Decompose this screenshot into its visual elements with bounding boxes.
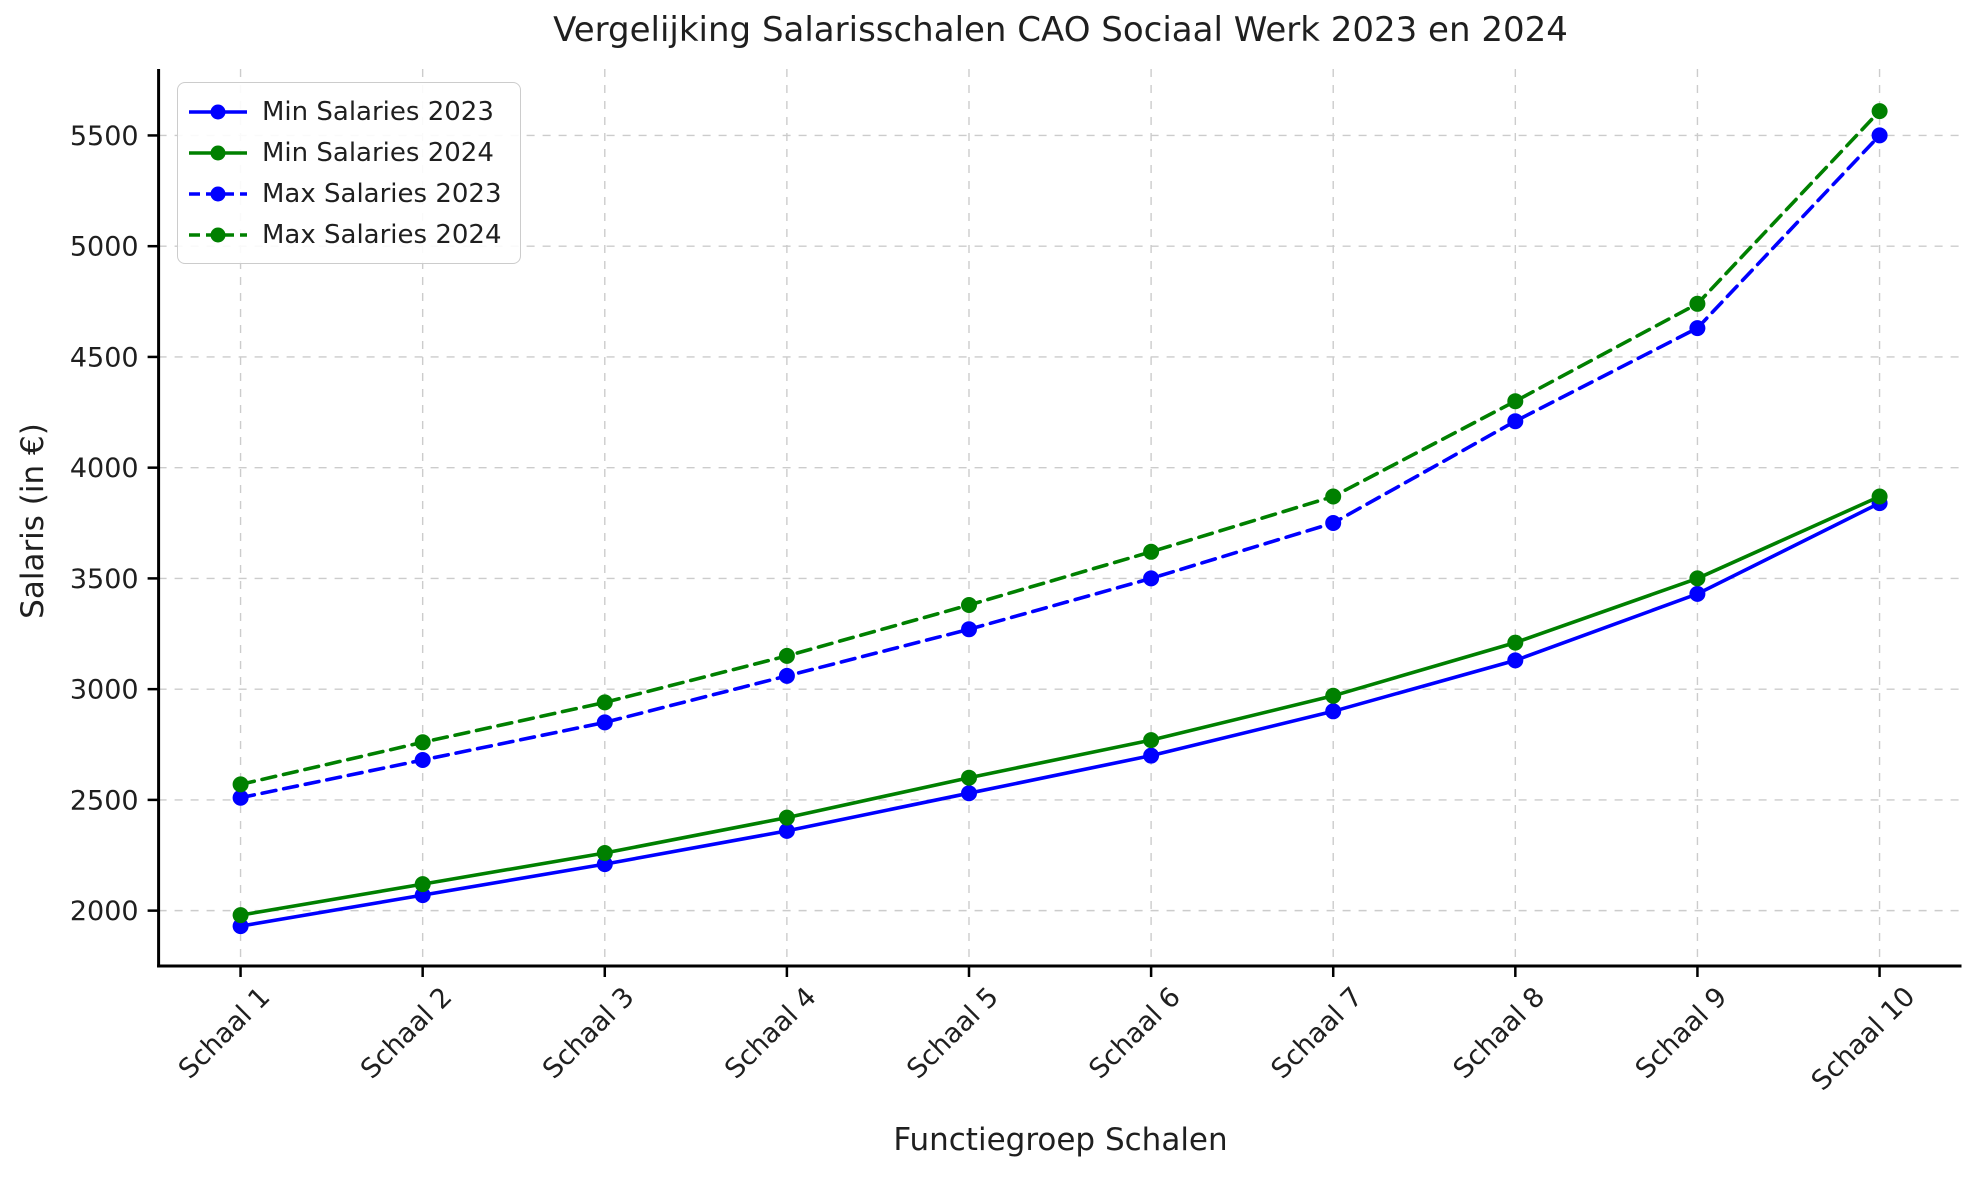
data-point-max-salaries-2024 (1507, 393, 1524, 410)
data-point-max-salaries-2023 (1507, 413, 1524, 430)
x-tick-label: Schaal 2 (355, 982, 459, 1086)
x-tick-label: Schaal 1 (173, 982, 277, 1086)
series-min-salaries-2024 (232, 488, 1888, 924)
data-point-max-salaries-2024 (1143, 543, 1160, 560)
x-tick-label: Schaal 4 (719, 982, 823, 1086)
y-tick-label: 5000 (70, 232, 139, 263)
series-min-salaries-2023 (232, 495, 1888, 935)
x-tick-label: Schaal 6 (1083, 982, 1187, 1086)
data-point-max-salaries-2024 (961, 597, 977, 613)
gridlines (158, 69, 1962, 966)
legend-item-min-salaries-2024: Min Salaries 2024 (186, 132, 502, 173)
data-point-min-salaries-2023 (1507, 652, 1524, 669)
legend-line-sample (189, 186, 247, 201)
data-point-max-salaries-2024 (414, 734, 431, 751)
data-point-min-salaries-2024 (1507, 634, 1524, 651)
legend-item-max-salaries-2023: Max Salaries 2023 (186, 173, 502, 214)
data-point-max-salaries-2023 (961, 621, 977, 638)
data-point-max-salaries-2023 (1143, 570, 1160, 587)
data-point-min-salaries-2024 (1871, 488, 1888, 505)
data-point-max-salaries-2024 (1325, 488, 1342, 505)
data-point-min-salaries-2024 (596, 845, 613, 861)
x-tick-label: Schaal 8 (1448, 982, 1552, 1086)
series-line-min-salaries-2023 (238, 501, 1882, 928)
data-point-min-salaries-2023 (1325, 703, 1342, 720)
x-tick-label: Schaal 5 (901, 982, 1005, 1086)
legend-marker-icon (210, 186, 226, 201)
x-tick-label: Schaal 7 (1265, 982, 1369, 1086)
legend-line-sample (189, 104, 247, 119)
data-point-max-salaries-2024 (1689, 295, 1706, 312)
y-tick-label: 3000 (70, 675, 139, 706)
y-tick-label: 4000 (70, 453, 139, 484)
data-point-min-salaries-2024 (232, 907, 249, 924)
series-line-max-salaries-2023 (238, 133, 1882, 800)
series-line-max-salaries-2024 (238, 109, 1882, 787)
legend-item-label: Min Salaries 2024 (262, 137, 494, 168)
data-point-min-salaries-2023 (414, 887, 431, 904)
y-tick-label: 4500 (70, 342, 139, 373)
data-point-max-salaries-2024 (232, 776, 249, 793)
data-point-min-salaries-2024 (961, 769, 977, 786)
data-point-min-salaries-2024 (1143, 732, 1160, 749)
legend-item-label: Max Salaries 2023 (262, 178, 502, 209)
data-point-max-salaries-2023 (1689, 320, 1706, 337)
x-tick-label: Schaal 10 (1806, 981, 1922, 1097)
legend-marker-icon (210, 145, 226, 160)
series-max-salaries-2023 (232, 127, 1888, 806)
data-point-max-salaries-2023 (232, 789, 249, 806)
chart-title: Vergelijking Salarisschalen CAO Sociaal … (553, 10, 1568, 50)
axes-spines (157, 69, 1962, 968)
data-point-min-salaries-2023 (778, 822, 795, 839)
x-axis-title: Functiegroep Schalen (893, 1122, 1228, 1158)
data-point-max-salaries-2024 (778, 647, 795, 664)
data-point-min-salaries-2023 (232, 918, 249, 935)
legend-item-max-salaries-2024: Max Salaries 2024 (186, 214, 502, 255)
legend-line-sample (189, 145, 247, 160)
data-point-max-salaries-2023 (1871, 127, 1888, 144)
data-point-min-salaries-2023 (596, 856, 613, 873)
series-max-salaries-2024 (232, 103, 1888, 793)
data-point-max-salaries-2024 (596, 694, 613, 711)
legend-item-label: Min Salaries 2023 (262, 96, 494, 127)
data-point-max-salaries-2023 (1325, 515, 1342, 531)
y-tick-label: 3500 (70, 564, 139, 595)
data-point-min-salaries-2023 (1143, 747, 1160, 764)
x-tick-label: Schaal 9 (1630, 982, 1734, 1086)
x-tick-label: Schaal 3 (537, 982, 641, 1086)
data-point-max-salaries-2023 (414, 752, 431, 768)
data-point-max-salaries-2024 (1871, 103, 1888, 120)
legend-item-label: Max Salaries 2024 (262, 219, 502, 250)
axis-ticks: 2000 2500 3000 3500 4000 4500 5000 5500 Schaal 1… (70, 121, 1922, 1097)
data-point-min-salaries-2023 (961, 785, 977, 802)
series-line-min-salaries-2024 (238, 494, 1882, 917)
y-tick-label: 2000 (70, 896, 139, 927)
legend-item-min-salaries-2023: Min Salaries 2023 (186, 91, 502, 132)
data-point-min-salaries-2024 (414, 876, 431, 893)
data-point-max-salaries-2023 (778, 667, 795, 684)
legend-line-sample (189, 227, 247, 242)
legend-marker-icon (210, 104, 226, 119)
data-point-min-salaries-2024 (1325, 687, 1342, 704)
legend: Min Salaries 2023 Min Salaries 2024 Max Sa… (177, 82, 521, 264)
data-point-min-salaries-2024 (1689, 570, 1706, 587)
data-point-min-salaries-2024 (778, 809, 795, 826)
y-tick-label: 5500 (70, 121, 139, 152)
data-point-max-salaries-2023 (596, 714, 613, 731)
legend-marker-icon (210, 227, 226, 242)
data-point-min-salaries-2023 (1689, 585, 1706, 602)
y-tick-label: 2500 (70, 785, 139, 816)
